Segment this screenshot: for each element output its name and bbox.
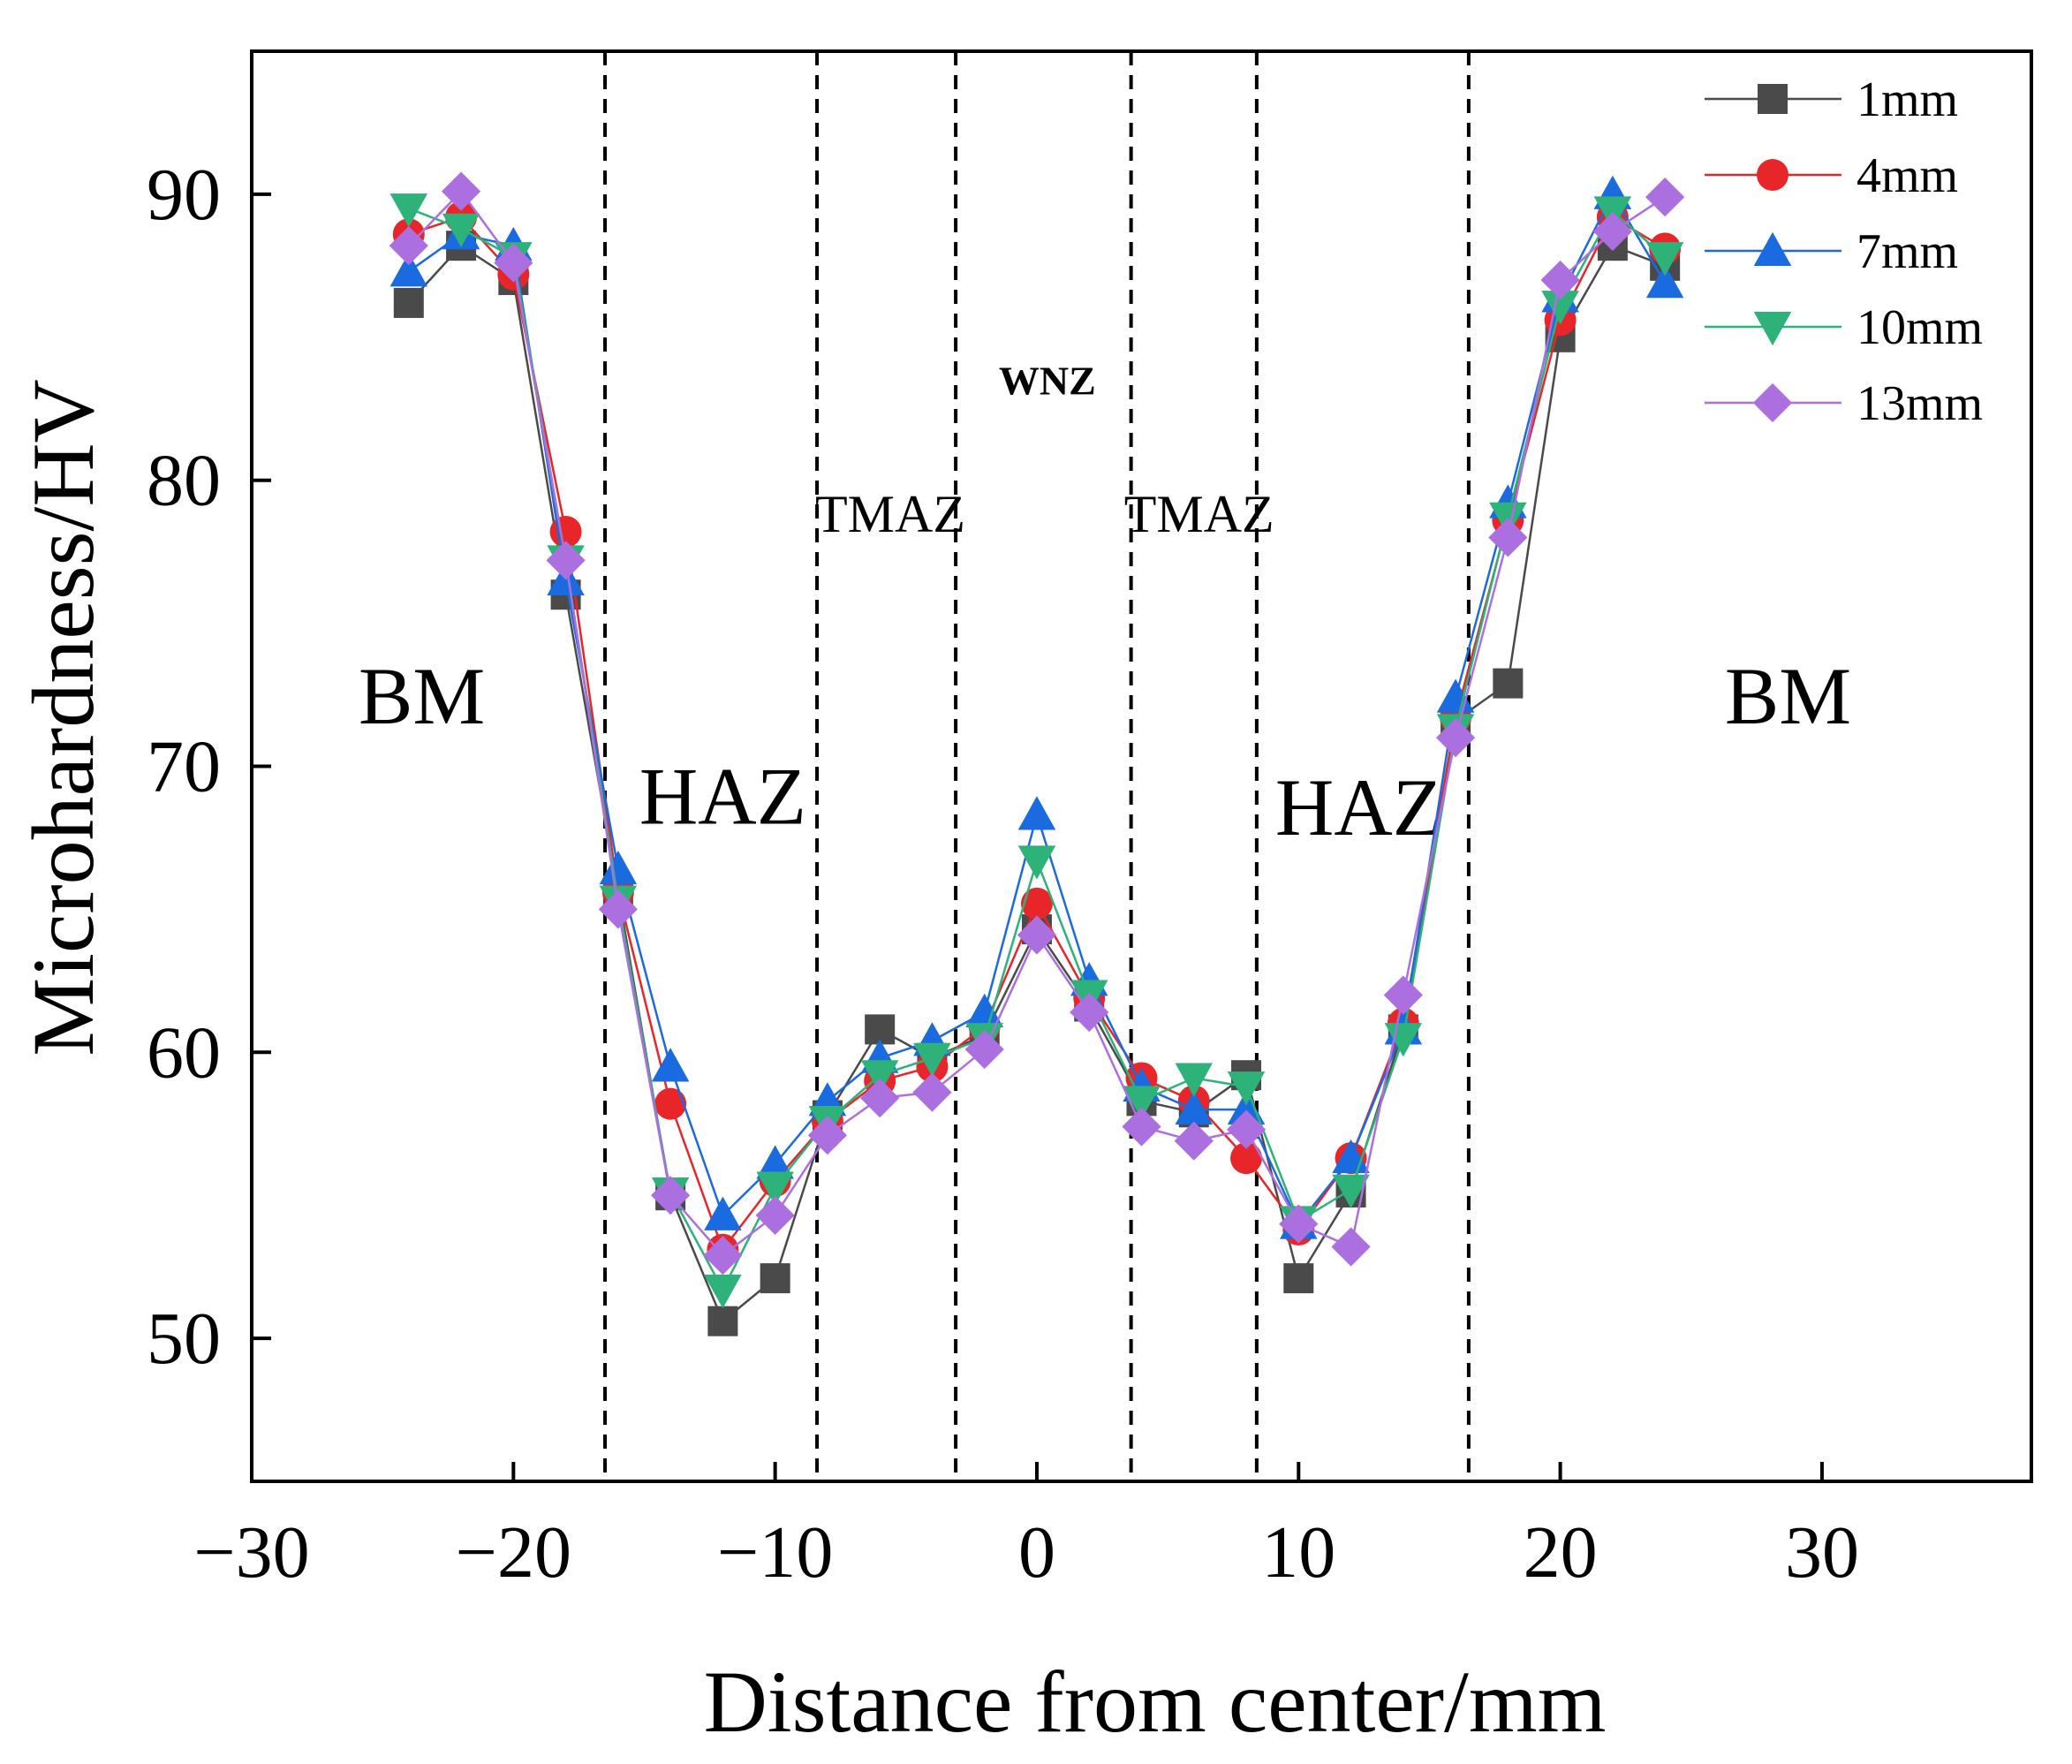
data-point-13mm-24 — [1645, 178, 1685, 217]
data-point-10mm-1 — [442, 213, 480, 248]
data-point-13mm-10 — [912, 1072, 952, 1112]
data-point-13mm-4 — [598, 890, 638, 929]
data-point-13mm-13 — [1070, 992, 1109, 1033]
data-point-10mm-24 — [1645, 242, 1684, 276]
legend-label-10mm: 10mm — [1856, 300, 1983, 355]
data-point-1mm-21 — [1493, 668, 1524, 699]
data-point-13mm-0 — [389, 226, 428, 266]
y-tick-label-3: 80 — [147, 440, 221, 522]
data-point-4mm-16 — [1230, 1142, 1263, 1175]
data-point-13mm-9 — [860, 1079, 900, 1118]
region-labels: BM HAZ TMAZ WNZ TMAZ HAZ BM — [359, 359, 1851, 853]
legend-item-1mm: 1mm — [1705, 72, 1958, 127]
region-label-bm-0: BM — [359, 651, 485, 741]
data-point-13mm-1 — [441, 171, 481, 211]
data-point-1mm-7 — [760, 1263, 790, 1294]
data-point-10mm-14 — [1123, 1086, 1161, 1120]
data-point-13mm-19 — [1383, 975, 1423, 1015]
data-point-13mm-3 — [546, 541, 586, 580]
legend: 1mm 4mm 7mm 10mm 13mm — [1705, 72, 1983, 431]
legend-marker-10mm — [1753, 312, 1792, 346]
data-point-10mm-19 — [1384, 1023, 1423, 1057]
y-tick-label-1: 60 — [147, 1011, 221, 1094]
data-point-13mm-20 — [1435, 718, 1476, 758]
data-point-13mm-8 — [807, 1116, 848, 1155]
data-point-7mm-6 — [704, 1196, 742, 1230]
legend-item-13mm: 13mm — [1705, 376, 1983, 431]
data-point-7mm-15 — [1175, 1090, 1214, 1125]
x-tick-label-5: 20 — [1524, 1511, 1598, 1594]
region-label-bm-6: BM — [1725, 651, 1851, 741]
legend-label-7mm: 7mm — [1856, 224, 1958, 279]
data-point-13mm-5 — [651, 1176, 691, 1215]
legend-label-1mm: 1mm — [1856, 72, 1958, 127]
series-13mm — [389, 171, 1685, 1276]
data-point-7mm-16 — [1227, 1090, 1266, 1125]
x-tick-label-6: 30 — [1785, 1511, 1859, 1594]
legend-item-4mm: 4mm — [1705, 148, 1958, 203]
data-point-7mm-7 — [756, 1145, 794, 1179]
x-tick-label-3: 0 — [1018, 1511, 1055, 1594]
y-tick-label-4: 90 — [147, 154, 221, 236]
region-label-tmaz-2: TMAZ — [815, 485, 965, 543]
data-point-10mm-10 — [913, 1042, 951, 1078]
x-tick-label-0: −30 — [193, 1511, 309, 1594]
data-point-13mm-18 — [1331, 1227, 1371, 1267]
data-point-7mm-0 — [389, 253, 428, 287]
data-point-4mm-12 — [1020, 887, 1053, 920]
data-point-13mm-16 — [1226, 1109, 1267, 1149]
x-tick-label-2: −10 — [717, 1511, 833, 1594]
legend-label-13mm: 13mm — [1856, 376, 1983, 431]
x-axis-title: Distance from center/mm — [704, 1653, 1607, 1751]
data-point-7mm-24 — [1645, 264, 1684, 299]
data-point-10mm-15 — [1175, 1063, 1214, 1097]
legend-marker-13mm — [1752, 382, 1793, 423]
data-point-7mm-4 — [599, 850, 638, 885]
data-point-10mm-12 — [1017, 845, 1056, 880]
data-point-7mm-11 — [965, 993, 1003, 1027]
legend-marker-1mm — [1758, 84, 1788, 114]
region-label-tmaz-4: TMAZ — [1124, 485, 1274, 543]
data-point-13mm-15 — [1174, 1121, 1214, 1161]
data-point-10mm-6 — [704, 1275, 742, 1309]
y-tick-label-0: 50 — [147, 1298, 221, 1380]
data-point-13mm-17 — [1279, 1204, 1319, 1244]
legend-marker-4mm — [1757, 159, 1788, 191]
legend-item-10mm: 10mm — [1705, 300, 1983, 355]
data-point-1mm-17 — [1283, 1263, 1314, 1294]
data-point-10mm-16 — [1227, 1071, 1266, 1106]
legend-marker-7mm — [1753, 231, 1792, 266]
y-tick-label-2: 70 — [147, 726, 221, 808]
data-point-4mm-5 — [654, 1087, 687, 1120]
data-point-10mm-0 — [389, 193, 428, 228]
data-point-13mm-6 — [703, 1236, 743, 1276]
legend-label-4mm: 4mm — [1856, 148, 1958, 203]
x-tick-label-1: −20 — [456, 1511, 571, 1594]
data-point-13mm-11 — [964, 1029, 1004, 1070]
data-point-13mm-22 — [1540, 260, 1580, 300]
x-tick-label-4: 10 — [1261, 1511, 1335, 1594]
data-point-7mm-12 — [1017, 796, 1056, 830]
data-point-7mm-5 — [651, 1048, 690, 1082]
data-point-10mm-9 — [860, 1060, 899, 1094]
data-point-13mm-21 — [1488, 518, 1528, 557]
data-point-13mm-23 — [1592, 211, 1632, 252]
series-layer — [389, 171, 1685, 1336]
data-point-10mm-18 — [1332, 1174, 1370, 1208]
data-point-10mm-22 — [1541, 291, 1579, 325]
data-point-13mm-14 — [1122, 1107, 1161, 1147]
region-label-haz-5: HAZ — [1275, 762, 1442, 852]
region-label-wnz-3: WNZ — [999, 359, 1096, 404]
data-point-1mm-0 — [393, 287, 424, 318]
region-label-haz-1: HAZ — [639, 751, 806, 841]
data-point-13mm-2 — [494, 243, 533, 283]
data-point-10mm-7 — [756, 1171, 794, 1206]
y-axis-title: Microhardness/HV — [14, 379, 112, 1056]
data-point-13mm-12 — [1017, 915, 1057, 955]
data-point-13mm-7 — [755, 1195, 795, 1235]
legend-item-7mm: 7mm — [1705, 224, 1958, 279]
axes: −30 −20 −10 0 10 20 30 50 60 70 80 90 — [147, 49, 2033, 1594]
data-point-1mm-6 — [707, 1306, 738, 1336]
